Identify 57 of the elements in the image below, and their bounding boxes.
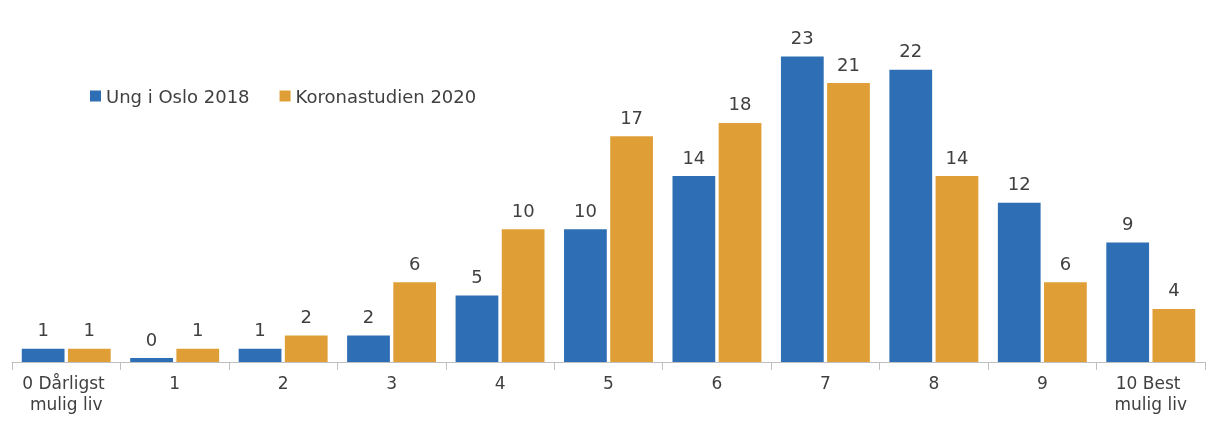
data-label: 14	[945, 146, 969, 168]
data-label: 2	[300, 305, 312, 327]
bar	[501, 229, 545, 362]
data-label: 6	[408, 252, 421, 274]
bar	[176, 348, 220, 362]
bar	[67, 348, 111, 362]
x-tick-label: 4	[494, 372, 506, 393]
data-label: 1	[37, 319, 49, 341]
data-label: 14	[682, 146, 706, 168]
bar	[610, 136, 653, 362]
bar	[672, 176, 716, 362]
bar	[21, 348, 65, 362]
data-label: 2	[362, 305, 375, 327]
bar	[1152, 308, 1196, 362]
data-label: 23	[790, 27, 814, 49]
data-label: 5	[471, 266, 483, 288]
data-label: 10	[573, 199, 597, 221]
data-label: 10	[511, 199, 535, 221]
bar	[889, 69, 933, 362]
data-label: 9	[1121, 212, 1134, 234]
x-tick-label: 2	[277, 372, 289, 393]
x-tick-label: 7	[820, 372, 831, 393]
x-tick-label: 3	[386, 372, 397, 393]
x-tick-label: 6	[711, 372, 723, 393]
bar	[780, 56, 824, 362]
data-label: 1	[192, 319, 204, 341]
x-tick-label: 8	[928, 372, 940, 393]
data-label: 21	[837, 53, 860, 75]
bar	[997, 202, 1041, 362]
bar	[393, 282, 437, 362]
x-tick-label: 1	[169, 372, 181, 393]
bar	[347, 335, 390, 362]
bar	[455, 295, 499, 362]
data-label: 17	[620, 106, 644, 128]
bar	[1044, 282, 1087, 362]
bar	[935, 176, 979, 362]
legend-label: Ung i Oslo 2018	[106, 85, 250, 107]
data-label: 4	[1168, 279, 1180, 301]
bar	[564, 229, 607, 362]
data-label: 6	[1059, 252, 1072, 274]
x-tick-label: 10 Best mulig liv	[1114, 372, 1188, 414]
data-label: 0	[145, 328, 158, 350]
x-tick-label: 9	[1036, 372, 1048, 393]
data-label: 1	[254, 319, 266, 341]
bar	[238, 348, 282, 362]
bar	[130, 358, 173, 362]
bar	[827, 83, 870, 362]
data-label: 12	[1007, 173, 1031, 195]
x-tick-label: 5	[603, 372, 614, 393]
legend-label: Koronastudien 2020	[295, 85, 477, 107]
bar	[1106, 242, 1150, 362]
data-label: 1	[83, 319, 96, 341]
x-tick-label: 0 Dårligst mulig liv	[22, 372, 111, 414]
bar	[718, 122, 762, 362]
data-label: 18	[728, 93, 752, 115]
data-label: 22	[899, 40, 923, 62]
bar	[284, 335, 328, 362]
